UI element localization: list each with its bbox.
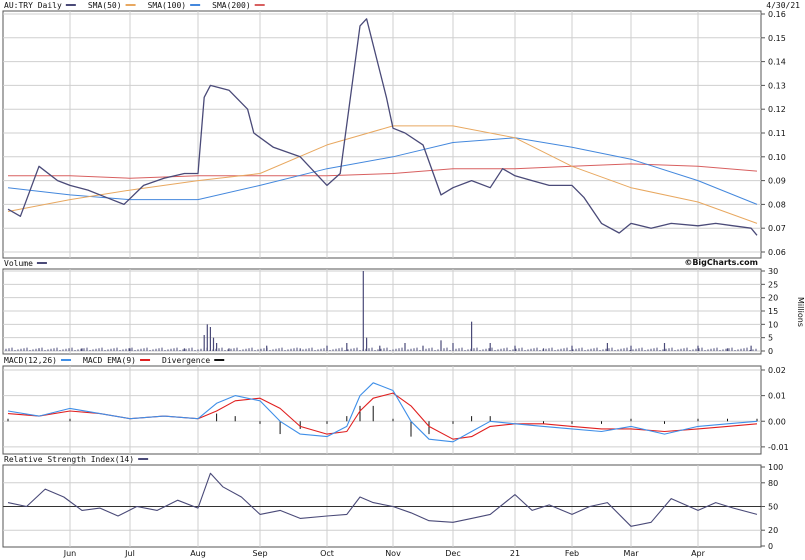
price-y-tick-label: 0.07 [768,224,786,233]
volume-y-tick-label: 10 [768,320,778,329]
macd-y-tick-label: 0.00 [768,417,786,426]
rsi-y-tick-label: 50 [768,503,778,512]
rsi-y-tick-label: 100 [768,463,783,472]
macd-y-tick-label: -0.01 [768,443,789,452]
month-label-1: Jul [124,549,135,558]
rsi-line [7,472,758,527]
volume-y-tick-label: 5 [768,334,773,343]
month-label-5: Nov [385,549,401,558]
price-legend-label-0: AU:TRY Daily [4,1,62,10]
price-line [7,18,758,236]
brand-label: ©BigCharts.com [684,258,758,267]
price-y-tick-label: 0.15 [768,34,786,43]
price-y-tick-label: 0.16 [768,10,786,19]
macd-legend-label-2: Divergence [162,356,210,365]
month-label-0: Jun [63,549,77,558]
sma100-line [7,137,758,205]
volume-panel: 30 25 20 15 10 5 0 Volume ©BigCharts.com Milli… [2,258,805,356]
price-panel-frame [2,10,762,259]
macd-y-tick-label: 0.02 [768,366,786,375]
month-label-6: Dec [445,549,460,558]
macd-panel-frame [2,365,762,455]
month-label-3: Sep [252,549,267,558]
volume-y-tick-label: 0 [768,347,773,356]
month-label-10: Apr [691,549,706,558]
price-y-tick-label: 0.08 [768,200,786,209]
price-y-tick-label: 0.11 [768,129,786,138]
price-y-tick-label: 0.12 [768,105,786,114]
volume-y-tick-label: 25 [768,280,778,289]
price-panel: 0.16 0.15 0.14 0.13 0.12 0.11 0.10 0.09 0.08 0.07… [2,1,800,259]
rsi-legend-label-0: Relative Strength Index(14) [4,455,134,464]
price-y-tick-label: 0.14 [768,58,786,67]
month-label-4: Oct [320,549,334,558]
month-label-7: 21 [510,549,520,558]
price-y-tick-label: 0.13 [768,81,786,90]
volume-y-tick-label: 15 [768,307,778,316]
rsi-panel: 100 80 50 20 0 Relative Strength Index(14) [2,455,783,551]
month-label-9: Mar [623,549,639,558]
price-legend-label-2: SMA(100) [148,1,187,10]
price-legend-label-1: SMA(50) [88,1,122,10]
month-label-2: Aug [190,549,206,558]
macd-panel: 0.02 0.01 0.00 -0.01 MACD(12,26) MACD EMA(9)… [2,356,789,455]
rsi-y-tick-label: 20 [768,526,778,535]
macd-y-tick-label: 0.01 [768,392,786,401]
sma200-line [8,163,758,179]
macd-legend-label-1: MACD EMA(9) [83,356,136,365]
price-legend-label-3: SMA(200) [212,1,251,10]
x-axis-month-labels: Jun Jul Aug Sep Oct Nov Dec 21 Feb Mar Apr [63,549,706,558]
rsi-y-tick-label: 80 [768,479,778,488]
macd-legend-label-0: MACD(12,26) [4,356,57,365]
volume-y-tick-label: 30 [768,267,778,276]
macd-line [7,382,758,443]
price-y-tick-label: 0.09 [768,177,786,186]
volume-legend-label-0: Volume [4,259,33,268]
volume-y-tick-label: 20 [768,294,778,303]
header-date: 4/30/21 [766,1,800,10]
month-label-8: Feb [565,549,579,558]
price-y-tick-label: 0.06 [768,248,786,257]
price-y-tick-label: 0.10 [768,153,786,162]
rsi-y-tick-label: 0 [768,542,773,551]
volume-y-axis-label: Millions [796,297,805,327]
